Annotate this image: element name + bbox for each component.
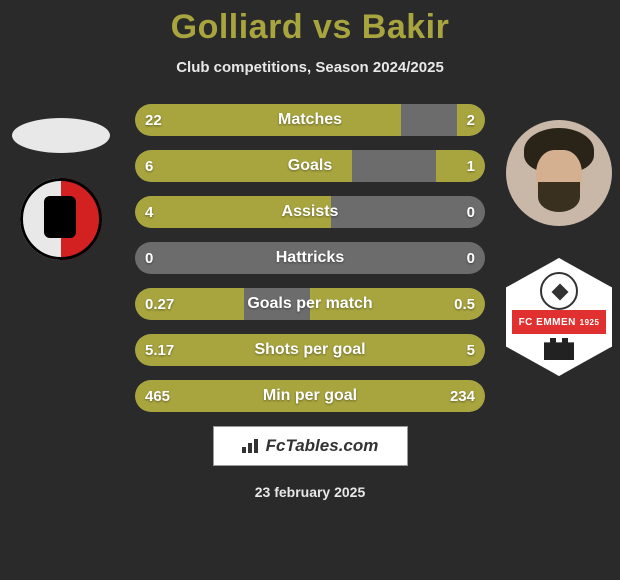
player-left-avatar: [12, 118, 110, 153]
stat-left-value: 5.17: [145, 334, 174, 366]
stat-right-value: 0.5: [454, 288, 475, 320]
bar-chart-icon: [242, 439, 260, 453]
stat-left-value: 22: [145, 104, 162, 136]
stat-right-value: 5: [467, 334, 475, 366]
stat-left-fill: [135, 150, 352, 182]
stat-right-value: 234: [450, 380, 475, 412]
stat-row: 0 Hattricks 0: [135, 242, 485, 274]
footer-date: 23 february 2025: [0, 484, 620, 500]
subtitle: Club competitions, Season 2024/2025: [0, 59, 620, 76]
stat-left-value: 6: [145, 150, 153, 182]
stat-left-value: 0.27: [145, 288, 174, 320]
stat-left-value: 0: [145, 242, 153, 274]
player-left-club-logo: [20, 178, 102, 260]
footer-brand-text: FcTables.com: [266, 436, 379, 456]
stat-left-fill: [135, 196, 331, 228]
stat-label: Hattricks: [135, 242, 485, 274]
stat-right-fill: [310, 334, 485, 366]
stat-row: 6 Goals 1: [135, 150, 485, 182]
stat-left-value: 465: [145, 380, 170, 412]
page-title: Golliard vs Bakir: [0, 0, 620, 47]
footer-brand-badge[interactable]: FcTables.com: [213, 426, 408, 466]
stat-right-value: 0: [467, 242, 475, 274]
player-right-club-logo: FC EMMEN 1925: [506, 258, 612, 376]
stat-row: 22 Matches 2: [135, 104, 485, 136]
stat-right-value: 2: [467, 104, 475, 136]
stat-left-value: 4: [145, 196, 153, 228]
club-logo-text: FC EMMEN: [519, 317, 576, 328]
stat-row: 0.27 Goals per match 0.5: [135, 288, 485, 320]
stat-left-fill: [135, 104, 401, 136]
stat-right-value: 0: [467, 196, 475, 228]
club-logo-year: 1925: [577, 318, 600, 327]
stat-right-value: 1: [467, 150, 475, 182]
player-right-avatar: [506, 120, 612, 226]
stat-row: 4 Assists 0: [135, 196, 485, 228]
stat-row: 5.17 Shots per goal 5: [135, 334, 485, 366]
stats-bars: 22 Matches 2 6 Goals 1 4 Assists 0 0 Hat…: [135, 104, 485, 412]
stat-row: 465 Min per goal 234: [135, 380, 485, 412]
stat-right-fill: [436, 150, 485, 182]
